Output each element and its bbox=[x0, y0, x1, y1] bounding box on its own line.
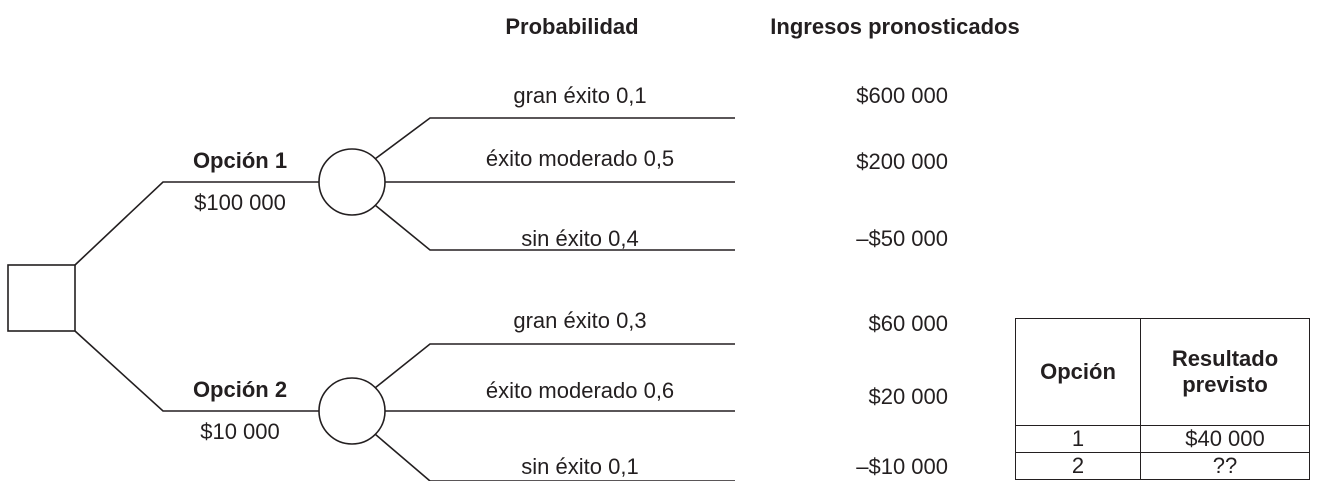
table-cell: $40 000 bbox=[1140, 425, 1310, 453]
option-cost: $10 000 bbox=[200, 419, 280, 444]
result-table: Opción Resultado previsto 1 $40 000 2 ?? bbox=[1015, 318, 1310, 480]
revenue-header: Ingresos pronosticados bbox=[770, 14, 1019, 39]
outcome-branch bbox=[374, 117, 735, 160]
outcome-label: gran éxito 0,3 bbox=[513, 308, 646, 333]
outcome-branch bbox=[374, 433, 735, 481]
probability-header: Probabilidad bbox=[505, 14, 638, 39]
table-row: 1 $40 000 bbox=[1015, 425, 1310, 453]
decision-node bbox=[7, 264, 76, 332]
table-header-row: Opción Resultado previsto bbox=[1015, 318, 1310, 426]
outcome-label: éxito moderado 0,6 bbox=[486, 378, 674, 403]
outcome-branch bbox=[374, 343, 735, 389]
outcome-label: sin éxito 0,1 bbox=[521, 454, 638, 479]
outcome-label: éxito moderado 0,5 bbox=[486, 146, 674, 171]
table-header: Opción bbox=[1015, 318, 1141, 426]
table-cell: 2 bbox=[1015, 452, 1141, 480]
table-row: 2 ?? bbox=[1015, 452, 1310, 480]
outcome-revenue: –$50 000 bbox=[856, 226, 948, 251]
option-label: Opción 1 bbox=[193, 148, 287, 173]
table-cell: ?? bbox=[1140, 452, 1310, 480]
option-cost: $100 000 bbox=[194, 190, 286, 215]
outcome-revenue: $60 000 bbox=[868, 311, 948, 336]
table-header: Resultado previsto bbox=[1140, 318, 1310, 426]
outcome-revenue: –$10 000 bbox=[856, 454, 948, 479]
outcome-revenue: $600 000 bbox=[856, 83, 948, 108]
outcome-branch bbox=[374, 204, 735, 251]
option-label: Opción 2 bbox=[193, 377, 287, 402]
option-branch bbox=[74, 330, 319, 412]
outcome-label: sin éxito 0,4 bbox=[521, 226, 638, 251]
table-cell: 1 bbox=[1015, 425, 1141, 453]
outcome-revenue: $200 000 bbox=[856, 149, 948, 174]
option-branch bbox=[74, 181, 319, 266]
outcome-label: gran éxito 0,1 bbox=[513, 83, 646, 108]
outcome-revenue: $20 000 bbox=[868, 384, 948, 409]
